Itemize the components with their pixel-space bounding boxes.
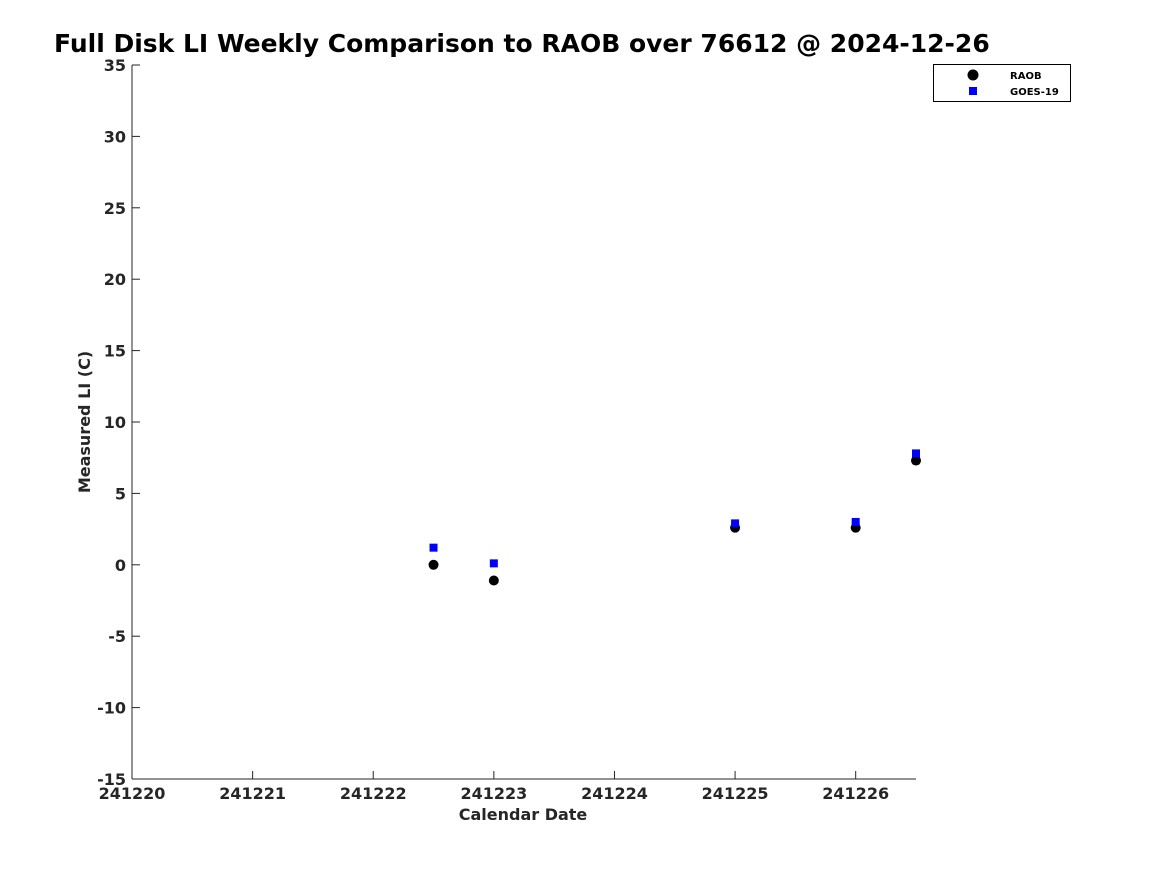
y-tick-label: 0	[115, 556, 126, 575]
legend-box	[933, 64, 1071, 102]
y-tick-label: 15	[104, 342, 126, 361]
axes: -15 -10 -5 0 5 10 15 20 25 30 35 241220 241221 241222…	[97, 56, 916, 803]
x-tick-label: 241226	[822, 784, 889, 803]
x-axis-label: Calendar Date	[459, 805, 588, 824]
raob-point	[488, 575, 499, 586]
goes-19-point	[912, 449, 920, 458]
y-tick-label: 20	[104, 270, 126, 289]
x-tick-label: 241224	[581, 784, 648, 803]
y-tick-label: 5	[115, 484, 126, 503]
goes-19-point	[429, 543, 438, 552]
x-tick-label: 241225	[702, 784, 769, 803]
y-axis-label: Measured LI (C)	[75, 351, 94, 493]
chart-title: Full Disk LI Weekly Comparison to RAOB o…	[54, 29, 990, 58]
goes-19-point	[489, 559, 498, 568]
legend-label-raob: RAOB	[1010, 71, 1042, 82]
legend-label-goes-19: GOES-19	[1010, 87, 1059, 98]
y-tick-label: 35	[104, 56, 126, 75]
raob-point	[428, 559, 439, 570]
legend-marker-goes-19	[969, 87, 977, 95]
legend: RAOB GOES-19	[933, 64, 1071, 102]
goes-19-point	[851, 517, 860, 526]
data-points	[428, 449, 921, 586]
x-tick-label: 241222	[340, 784, 407, 803]
y-tick-label: -15	[97, 770, 126, 789]
y-tick-label: -5	[108, 627, 126, 646]
x-tick-label: 241220	[99, 784, 166, 803]
raob-point	[911, 455, 921, 466]
x-tick-label: 241221	[219, 784, 286, 803]
y-tick-label: 25	[104, 199, 126, 218]
y-tick-label: 30	[104, 127, 126, 146]
y-tick-label: 10	[104, 413, 126, 432]
x-tick-label: 241223	[460, 784, 527, 803]
y-tick-label: -10	[97, 699, 126, 718]
goes-19-point	[731, 519, 740, 528]
legend-marker-raob	[967, 69, 979, 81]
